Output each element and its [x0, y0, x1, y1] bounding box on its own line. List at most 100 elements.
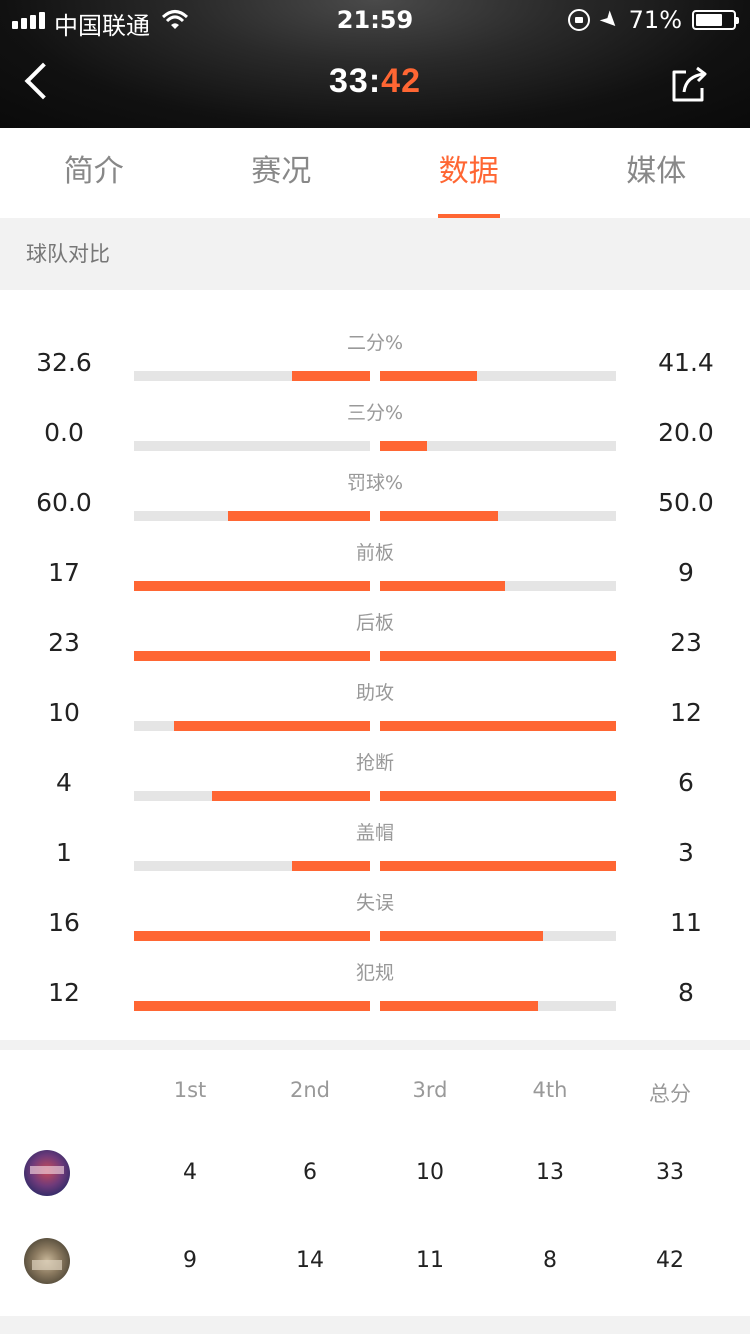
share-icon[interactable]: [670, 64, 707, 102]
rotation-lock-icon: [568, 9, 591, 31]
stat-label: 失误: [355, 892, 394, 914]
away-bar-track: [380, 791, 616, 801]
stat-row: 罚球% 60.0 50.0: [0, 450, 750, 521]
stat-label: 三分%: [346, 402, 404, 424]
stat-away-value: 41.4: [658, 348, 714, 377]
home-bar-fill: [134, 651, 370, 661]
carrier-name: 中国联通: [54, 12, 150, 40]
stat-home-value: 12: [48, 978, 80, 1007]
away-bar-track: [380, 441, 616, 451]
stat-row: 失误 16 11: [0, 870, 750, 941]
away-bar-track: [380, 721, 616, 731]
home-bar-track: [134, 581, 370, 591]
wifi-icon: [160, 8, 190, 38]
away-quarter-score: 11: [416, 1248, 444, 1273]
stat-label: 后板: [355, 612, 394, 634]
away-bar-track: [380, 581, 616, 591]
away-bar-fill: [380, 651, 616, 661]
tab-media[interactable]: 媒体: [626, 154, 687, 189]
score-title: 33:42: [0, 62, 750, 101]
battery-percent: 71%: [628, 6, 682, 34]
score-separator: :: [368, 62, 382, 100]
stat-home-value: 17: [48, 558, 80, 587]
stat-away-value: 50.0: [658, 488, 714, 517]
stat-label: 抢断: [355, 752, 394, 774]
status-bar: 中国联通 21:59 ➤ 71%: [0, 0, 750, 40]
stat-row: 犯规 12 8: [0, 940, 750, 1011]
away-bar-track: [380, 1001, 616, 1011]
stat-away-value: 6: [678, 768, 694, 797]
home-bar-fill: [134, 931, 370, 941]
home-bar-track: [134, 441, 370, 451]
stat-label: 前板: [355, 542, 394, 564]
tab-live[interactable]: 赛况: [251, 154, 312, 189]
away-bar-fill: [380, 371, 477, 381]
section-title: 球队对比: [0, 218, 750, 290]
stat-row: 前板 17 9: [0, 520, 750, 591]
quarter-header: 4th: [532, 1078, 568, 1102]
battery-icon: [692, 10, 739, 30]
stat-label: 犯规: [355, 962, 394, 984]
stat-label: 盖帽: [355, 822, 394, 844]
stat-label: 助攻: [355, 682, 394, 704]
stat-row: 盖帽 1 3: [0, 800, 750, 871]
tab-intro[interactable]: 简介: [63, 154, 124, 189]
away-bar-track: [380, 371, 616, 381]
stat-away-value: 12: [670, 698, 702, 727]
quarter-header: 总分: [649, 1082, 691, 1106]
stat-away-value: 9: [678, 558, 694, 587]
stat-row: 抢断 4 6: [0, 730, 750, 801]
away-bar-fill: [380, 441, 428, 451]
home-team-logo: [24, 1150, 70, 1196]
stat-away-value: 3: [678, 838, 694, 867]
home-bar-fill: [134, 581, 370, 591]
tab-stats[interactable]: 数据: [375, 128, 563, 218]
away-team-logo: [24, 1238, 70, 1284]
stat-row: 三分% 0.0 20.0: [0, 380, 750, 451]
stat-away-value: 20.0: [658, 418, 714, 447]
away-quarter-score: 42: [656, 1248, 684, 1273]
home-bar-track: [134, 931, 370, 941]
stat-away-value: 23: [670, 628, 702, 657]
stat-home-value: 32.6: [36, 348, 92, 377]
stat-home-value: 16: [48, 908, 80, 937]
away-quarter-score: 9: [183, 1248, 197, 1273]
away-quarter-score: 14: [296, 1248, 324, 1273]
home-bar-fill: [134, 1001, 370, 1011]
away-quarter-score: 8: [543, 1248, 557, 1273]
quarter-header: 1st: [173, 1078, 207, 1102]
stat-home-value: 10: [48, 698, 80, 727]
away-bar-fill: [380, 511, 498, 521]
stat-row: 助攻 10 12: [0, 660, 750, 731]
tab-bar: 简介 赛况 数据 媒体: [0, 128, 750, 218]
home-bar-fill: [292, 371, 370, 381]
quarter-header: 2nd: [289, 1078, 330, 1102]
stat-home-value: 0.0: [44, 418, 84, 447]
stat-row: 后板 23 23: [0, 590, 750, 661]
home-bar-track: [134, 1001, 370, 1011]
quarter-score-table: 1st 2nd 3rd 4th 总分 4 6 10 13 33 9 14 11 8 42: [0, 1050, 750, 1316]
score-home: 33: [329, 62, 369, 100]
header: 中国联通 21:59 ➤ 71% 33:42: [0, 0, 750, 128]
home-quarter-score: 13: [536, 1160, 564, 1185]
stat-home-value: 60.0: [36, 488, 92, 517]
away-bar-fill: [380, 791, 616, 801]
score-away: 42: [381, 62, 421, 100]
home-bar-fill: [174, 721, 370, 731]
battery-fill: [696, 14, 722, 26]
quarter-header: 3rd: [412, 1078, 448, 1102]
team-compare-panel: 二分% 32.6 41.4 三分% 0.0 20.0 罚球% 60.0 50.0 前板 17 9 后板 2…: [0, 290, 750, 1040]
home-bar-track: [134, 511, 370, 521]
stat-label: 二分%: [346, 332, 404, 354]
stat-row: 二分% 32.6 41.4: [0, 310, 750, 381]
home-bar-fill: [228, 511, 370, 521]
stat-home-value: 4: [56, 768, 72, 797]
stat-away-value: 11: [670, 908, 702, 937]
stat-label: 罚球%: [346, 472, 404, 494]
home-bar-fill: [211, 791, 370, 801]
away-bar-track: [380, 511, 616, 521]
away-bar-track: [380, 651, 616, 661]
signal-icon: [12, 12, 45, 29]
home-quarter-score: 4: [183, 1160, 197, 1185]
home-bar-track: [134, 651, 370, 661]
